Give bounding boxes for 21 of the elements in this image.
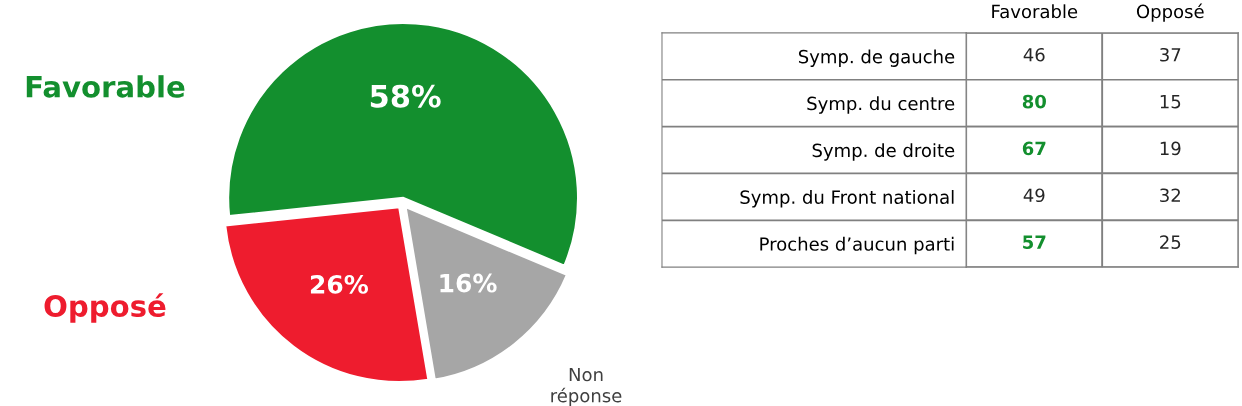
- y-tick-label: Symp. de gauche: [798, 49, 955, 67]
- slice-label: Opposé: [44, 293, 166, 323]
- data-label: 26%: [310, 274, 368, 294]
- y-tick-label: Symp. de droite: [812, 143, 955, 161]
- y-tick-label: Symp. du Front national: [740, 190, 954, 208]
- data-label: 46: [1023, 47, 1045, 62]
- data-label: 16%: [440, 273, 497, 293]
- data-label: 37: [1160, 47, 1181, 62]
- data-label: 80: [1022, 94, 1046, 109]
- slice-label: Non réponse: [551, 367, 622, 406]
- y-tick-label: Proches d’aucun parti: [760, 236, 954, 255]
- data-label: 25: [1160, 235, 1181, 249]
- data-label: 32: [1160, 188, 1180, 203]
- data-label: 49: [1023, 188, 1045, 203]
- data-label: 67: [1022, 141, 1046, 156]
- data-label: 58%: [370, 84, 441, 108]
- y-tick-label: Symp. du centre: [807, 96, 955, 114]
- slice-label: Favorable: [26, 75, 185, 98]
- data-label: 19: [1160, 141, 1181, 156]
- data-label: 57: [1023, 235, 1046, 249]
- data-label: 15: [1160, 94, 1181, 109]
